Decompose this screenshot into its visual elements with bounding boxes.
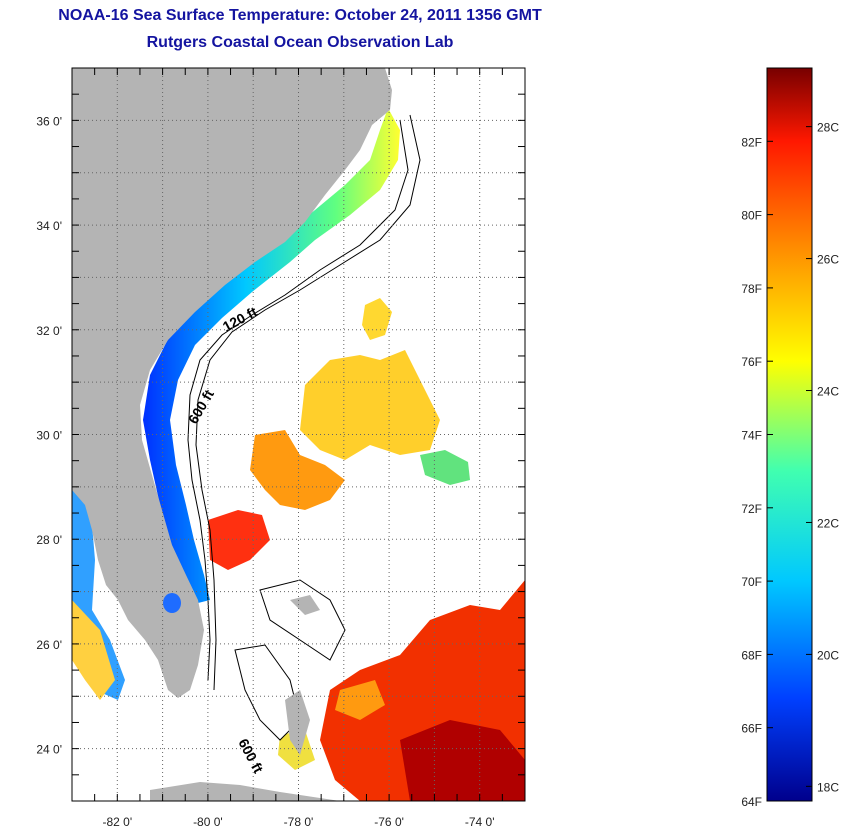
latitude-ticks: 36 0' 34 0' 32 0' 30 0' 28 0' 26 0' 24 0'	[36, 114, 62, 756]
sst-patch-green	[420, 450, 470, 485]
colorbar-label-f: 72F	[741, 502, 762, 516]
colorbar-label-f: 78F	[741, 282, 762, 296]
longitude-ticks: -82 0' -80 0' -78 0' -76 0' -74 0'	[102, 815, 494, 829]
lat-tick-label: 28 0'	[36, 533, 62, 547]
sst-patch-cuba-yellow	[278, 730, 315, 770]
contour-120ft	[187, 119, 409, 681]
colorbar-label-f: 68F	[741, 648, 762, 662]
colorbar	[766, 67, 813, 802]
map-frame	[71, 67, 526, 802]
lat-tick-label: 34 0'	[36, 219, 62, 233]
colorbar-label-f: 70F	[741, 575, 762, 589]
lat-tick-label: 24 0'	[36, 743, 62, 757]
colorbar-label-f: 80F	[741, 209, 762, 223]
colorbar-fahrenheit-labels: 82F 80F 78F 76F 74F 72F 70F 68F 66F 64F	[741, 135, 773, 809]
andros-island	[285, 690, 310, 755]
sst-patch-yellow	[300, 350, 440, 460]
sst-patch-darkred	[400, 720, 525, 801]
map-title: NOAA-16 Sea Surface Temperature: October…	[58, 7, 542, 24]
colorbar-label-c: 22C	[817, 516, 839, 530]
land-cuba	[150, 782, 340, 801]
lake-okeechobee	[163, 593, 181, 613]
sst-patch-orange	[250, 430, 345, 510]
colorbar-celsius-labels: 28C 26C 24C 22C 20C 18C	[806, 121, 839, 794]
bahamas-island	[290, 595, 320, 615]
sst-patch-red	[208, 510, 270, 570]
colorbar-label-f: 82F	[741, 135, 762, 149]
colorbar-label-f: 64F	[741, 795, 762, 809]
colorbar-label-c: 26C	[817, 253, 839, 267]
lon-tick-label: -76 0'	[374, 815, 404, 829]
colorbar-label-c: 28C	[817, 121, 839, 135]
colorbar-label-f: 66F	[741, 722, 762, 736]
lat-tick-label: 26 0'	[36, 638, 62, 652]
colorbar-label-c: 24C	[817, 385, 839, 399]
bahamas-bank-north	[259, 579, 346, 661]
coastal-cool-water	[143, 108, 400, 605]
lat-tick-label: 36 0'	[36, 114, 62, 128]
colorbar-label-c: 20C	[817, 648, 839, 662]
lat-tick-label: 30 0'	[36, 429, 62, 443]
lat-tick-label: 32 0'	[36, 324, 62, 338]
contour-600ft	[195, 114, 421, 691]
colorbar-label-f: 74F	[741, 429, 762, 443]
map-subtitle: Rutgers Coastal Ocean Observation Lab	[146, 34, 454, 51]
lon-tick-label: -82 0'	[102, 815, 132, 829]
colorbar-label-f: 76F	[741, 355, 762, 369]
lon-tick-label: -80 0'	[193, 815, 223, 829]
colorbar-label-c: 18C	[817, 780, 839, 794]
sst-patch-bahamas-orange	[335, 680, 385, 720]
gulf-warm-patch	[72, 600, 115, 700]
lon-tick-label: -74 0'	[465, 815, 495, 829]
lon-tick-label: -78 0'	[284, 815, 314, 829]
